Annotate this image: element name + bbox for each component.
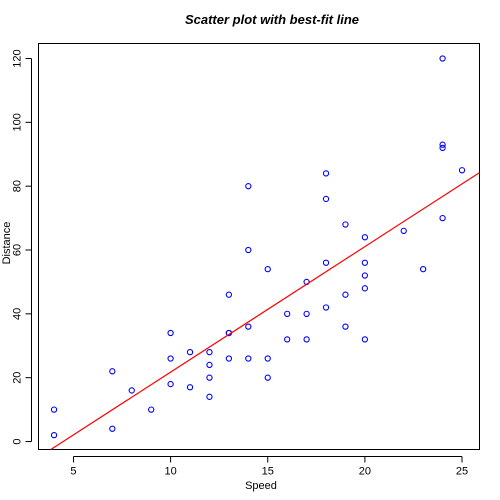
x-tick-label: 10 <box>164 466 176 478</box>
data-point <box>400 227 407 235</box>
data-point <box>245 323 252 330</box>
data-point <box>206 348 213 356</box>
data-point <box>264 266 271 273</box>
data-point <box>322 195 330 203</box>
x-tick-label: 15 <box>262 466 274 478</box>
data-point <box>167 329 174 337</box>
y-tick-label: 20 <box>12 372 24 384</box>
data-point <box>439 141 446 148</box>
data-point <box>206 374 213 381</box>
data-point <box>439 214 446 222</box>
plot-frame <box>38 43 480 450</box>
y-tick-label: 40 <box>12 308 24 320</box>
best-fit-line <box>50 172 480 451</box>
data-point <box>322 170 330 177</box>
x-tick-label: 5 <box>70 466 76 478</box>
x-tick-label: 20 <box>359 466 371 478</box>
data-point <box>245 246 252 254</box>
data-point <box>284 310 291 317</box>
data-point <box>361 234 369 241</box>
data-point <box>50 431 58 439</box>
data-point <box>458 167 466 174</box>
x-axis-label: Speed <box>245 480 277 492</box>
data-point <box>322 259 330 266</box>
data-point <box>186 384 194 391</box>
data-point <box>186 348 194 356</box>
data-point <box>206 393 213 400</box>
data-point <box>342 221 349 228</box>
data-point <box>322 304 330 311</box>
best-fit-line-layer <box>50 172 480 451</box>
data-point <box>420 266 427 273</box>
data-point <box>167 380 174 388</box>
data-point <box>148 406 155 413</box>
data-point <box>439 55 446 62</box>
data-point <box>439 144 446 152</box>
data-point <box>225 291 233 298</box>
axes: 5 10 15 20 25 0 20 40 60 80 100 120 <box>12 49 469 477</box>
y-axis-label: Distance <box>1 222 13 265</box>
data-point <box>109 425 116 432</box>
data-point <box>303 310 310 317</box>
chart-title: Scatter plot with best-fit line <box>185 12 359 27</box>
data-point <box>342 323 349 330</box>
data-point <box>128 387 135 394</box>
data-point <box>225 355 233 362</box>
data-point <box>361 336 369 343</box>
y-tick-label: 120 <box>12 49 24 67</box>
data-point <box>303 336 310 343</box>
data-point <box>245 355 252 362</box>
data-point <box>264 374 271 381</box>
data-points <box>50 55 466 439</box>
data-point <box>284 336 291 343</box>
data-point <box>245 183 252 190</box>
data-point <box>264 355 271 362</box>
y-tick-label: 0 <box>12 438 24 444</box>
data-point <box>109 368 116 375</box>
data-point <box>361 285 369 292</box>
y-tick-label: 60 <box>12 244 24 256</box>
data-point <box>167 355 174 362</box>
data-point <box>361 272 369 279</box>
y-tick-label: 80 <box>12 180 24 192</box>
x-tick-label: 25 <box>456 466 468 478</box>
data-point <box>206 361 213 369</box>
data-point <box>361 259 369 266</box>
data-point <box>342 291 349 298</box>
data-point <box>50 406 58 413</box>
y-tick-label: 100 <box>12 113 24 131</box>
